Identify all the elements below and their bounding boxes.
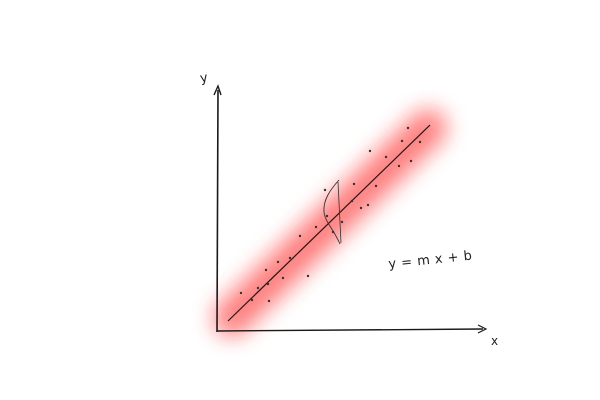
data-point: [331, 230, 335, 234]
regression-line: [227, 124, 431, 322]
data-point: [250, 298, 254, 302]
data-point: [306, 274, 310, 278]
data-point: [323, 188, 327, 192]
data-point: [397, 164, 401, 168]
data-point: [366, 203, 370, 207]
data-point: [418, 140, 422, 144]
data-point: [359, 206, 363, 210]
data-point: [256, 286, 260, 290]
data-point: [368, 149, 372, 153]
data-point: [288, 256, 292, 260]
y-axis: [213, 84, 222, 333]
data-point: [384, 155, 388, 159]
data-point: [264, 268, 268, 272]
data-point: [239, 291, 243, 295]
data-point: [352, 182, 356, 186]
data-point: [406, 126, 410, 130]
data-point: [325, 214, 329, 218]
data-point: [400, 139, 404, 143]
data-point: [340, 220, 344, 224]
scatter-points: [239, 126, 422, 303]
data-point: [267, 299, 271, 303]
confidence-band: [210, 106, 450, 340]
x-axis-label: x: [491, 334, 498, 348]
x-axis: [216, 324, 488, 334]
data-point: [314, 225, 318, 229]
data-point: [409, 159, 413, 163]
y-axis-label: y: [199, 70, 209, 86]
data-point: [281, 276, 285, 280]
data-point: [350, 199, 354, 203]
data-point: [266, 282, 270, 286]
data-point: [374, 184, 378, 188]
data-point: [298, 234, 302, 238]
equation-label: y = m x + b: [388, 249, 473, 273]
data-point: [276, 260, 280, 264]
